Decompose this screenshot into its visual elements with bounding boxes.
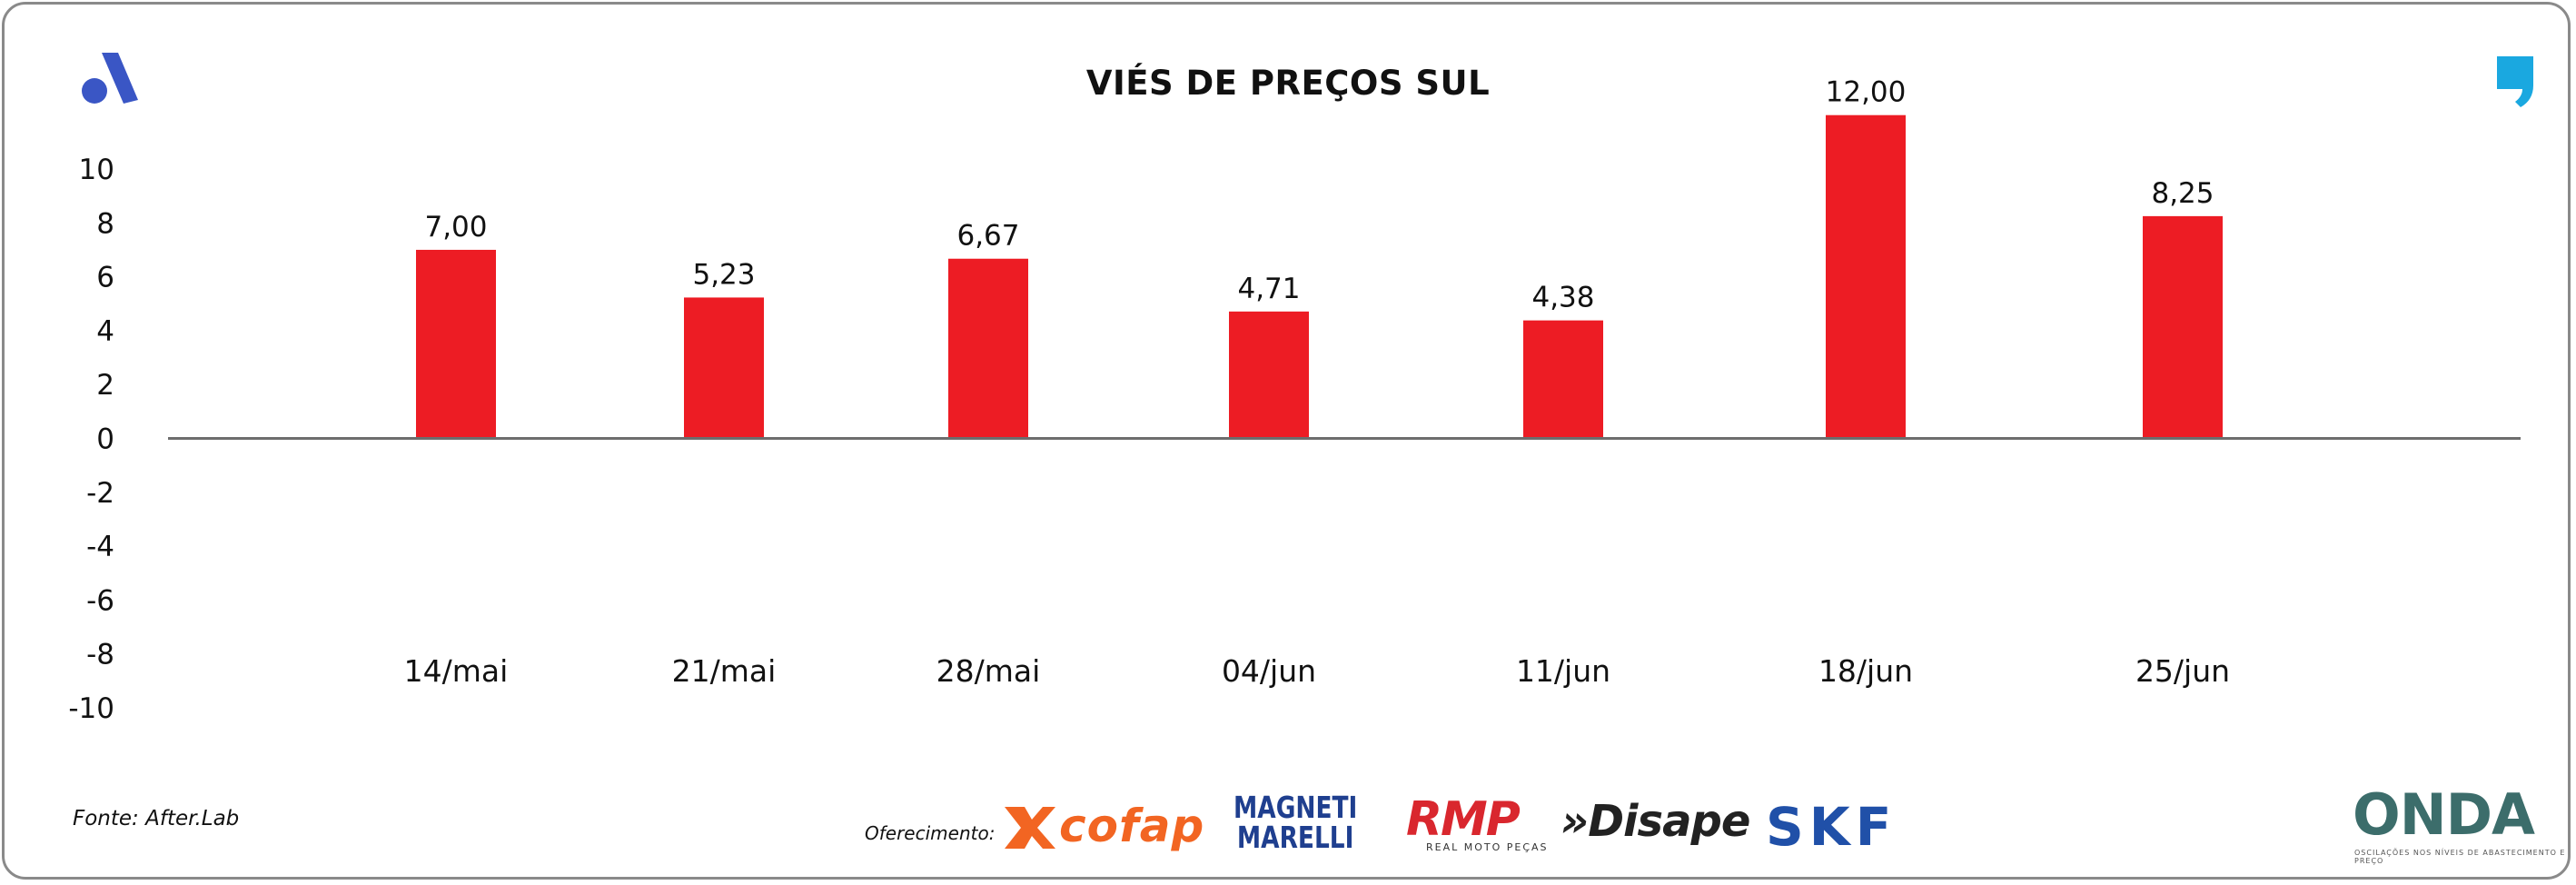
- data-label: 4,71: [1237, 273, 1300, 305]
- quote-mark-icon: [2497, 56, 2533, 107]
- data-label: 8,25: [2151, 177, 2214, 210]
- data-label: 12,00: [1826, 76, 1907, 109]
- chart-title: VIÉS DE PREÇOS SUL: [1085, 64, 1491, 103]
- sponsor-disape-logo: »Disape: [1560, 796, 1750, 847]
- y-tick-label: -8: [86, 639, 114, 671]
- bar-18/jun: [1826, 114, 1906, 439]
- y-tick-label: 6: [96, 262, 114, 294]
- x-tick-label: 11/jun: [1516, 653, 1610, 689]
- y-tick-label: 10: [79, 154, 114, 186]
- y-tick-label: -10: [68, 692, 114, 725]
- onda-subtitle: OSCILAÇÕES NOS NÍVEIS DE ABASTECIMENTO E…: [2354, 849, 2566, 865]
- magneti-line2: MARELLI: [1236, 820, 1354, 855]
- y-tick-label: 0: [96, 423, 114, 456]
- x-tick-label: 18/jun: [1818, 653, 1913, 689]
- bar-04/jun: [1229, 311, 1309, 439]
- sponsor-magneti-marelli-logo: MAGNETI MARELLI: [1234, 792, 1357, 852]
- x-tick-label: 14/mai: [404, 653, 509, 689]
- data-label: 4,38: [1531, 282, 1594, 314]
- sponsor-skf-logo: SKF: [1766, 796, 1897, 858]
- x-tick-label: 25/jun: [2135, 653, 2230, 689]
- data-label: 5,23: [692, 258, 755, 291]
- sponsor-cofap-logo: cofap: [1059, 800, 1205, 852]
- y-tick-label: -6: [86, 584, 114, 617]
- sponsor-rmp-logo: RMP: [1406, 792, 1521, 847]
- bar-25/jun: [2143, 215, 2223, 439]
- sponsor-rmp-subtitle: REAL MOTO PEÇAS: [1426, 841, 1549, 853]
- data-label: 7,00: [424, 211, 487, 244]
- bar-11/jun: [1523, 320, 1603, 439]
- cofap-logo-icon: [1005, 807, 1055, 849]
- x-tick-label: 04/jun: [1222, 653, 1316, 689]
- x-tick-label: 21/mai: [672, 653, 777, 689]
- onda-logo: ONDA: [2353, 781, 2535, 848]
- magneti-line1: MAGNETI: [1234, 790, 1358, 825]
- y-tick-label: -2: [86, 477, 114, 510]
- bar-14/mai: [416, 249, 496, 439]
- after-lab-logo-icon: [82, 53, 138, 104]
- x-tick-label: 28/mai: [936, 653, 1041, 689]
- bar-21/mai: [684, 297, 764, 439]
- y-tick-label: 2: [96, 369, 114, 402]
- y-tick-label: 8: [96, 207, 114, 240]
- source-note: Fonte: After.Lab: [73, 807, 240, 830]
- bar-28/mai: [948, 258, 1028, 439]
- y-tick-label: 4: [96, 315, 114, 348]
- data-label: 6,67: [956, 220, 1019, 253]
- y-tick-label: -4: [86, 531, 114, 563]
- sponsor-label: Oferecimento:: [865, 822, 996, 844]
